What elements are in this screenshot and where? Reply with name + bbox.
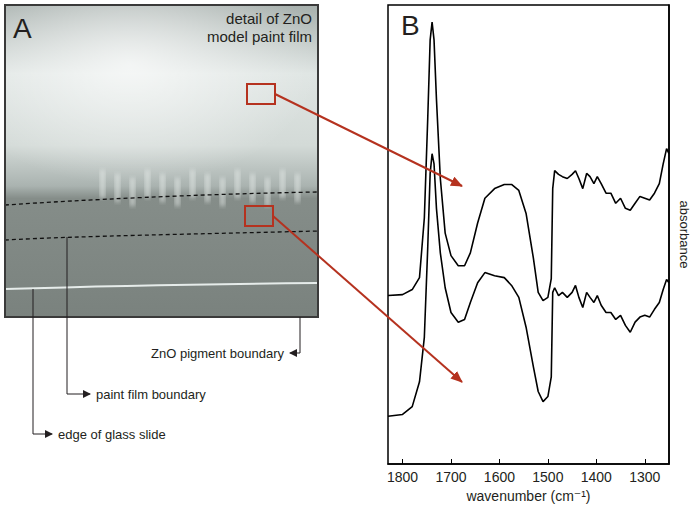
- svg-text:model paint film: model paint film: [207, 28, 312, 45]
- svg-text:1500: 1500: [532, 469, 563, 485]
- svg-text:1800: 1800: [387, 469, 418, 485]
- svg-text:1300: 1300: [629, 469, 660, 485]
- svg-text:B: B: [401, 10, 420, 41]
- svg-text:1700: 1700: [435, 469, 466, 485]
- svg-text:wavenumber (cm⁻¹): wavenumber (cm⁻¹): [465, 488, 590, 504]
- svg-text:1600: 1600: [484, 469, 515, 485]
- svg-text:detail of ZnO: detail of ZnO: [226, 10, 312, 27]
- svg-text:A: A: [13, 13, 32, 44]
- svg-text:ZnO pigment boundary: ZnO pigment boundary: [151, 346, 284, 361]
- svg-text:paint film boundary: paint film boundary: [96, 387, 206, 402]
- svg-text:edge of glass slide: edge of glass slide: [58, 427, 166, 442]
- svg-text:1400: 1400: [581, 469, 612, 485]
- svg-text:absorbance: absorbance: [677, 201, 692, 269]
